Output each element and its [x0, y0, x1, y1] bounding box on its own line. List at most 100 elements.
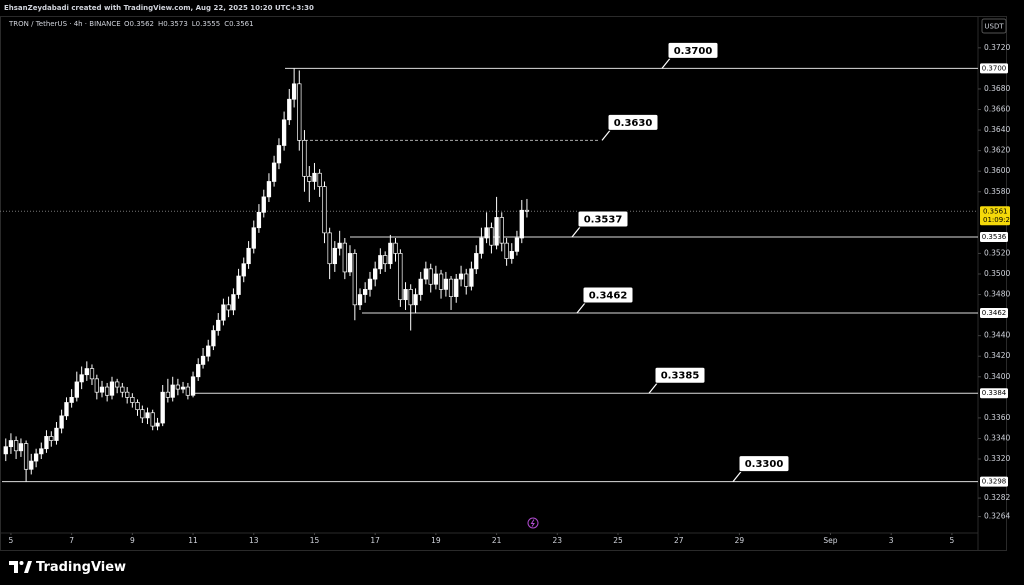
callout-leader [648, 382, 658, 394]
logo-mark [9, 561, 18, 573]
candle-body [276, 145, 282, 164]
candle-body [388, 242, 393, 265]
y-tick-label: 0.3480 [984, 290, 1010, 299]
level-price-label: 0.3384 [982, 389, 1007, 397]
callout-label: 0.3385 [661, 371, 700, 382]
candle-body [74, 381, 79, 398]
candle-body [180, 386, 186, 390]
brand: TradingView [36, 560, 126, 575]
x-tick-label: 25 [613, 536, 623, 545]
candle-body [69, 396, 74, 403]
x-tick-label: 21 [492, 536, 502, 545]
y-tick-label: 0.3400 [984, 372, 1010, 381]
candle-body [256, 211, 262, 229]
candle-body [216, 319, 221, 331]
candle-body [140, 409, 145, 419]
y-tick-label: 0.3520 [984, 248, 1010, 257]
event-bolt [530, 519, 535, 527]
candle-body [94, 378, 99, 393]
level-price-label: 0.3298 [982, 478, 1007, 486]
callout-box [607, 113, 659, 131]
candle-body [155, 422, 160, 427]
candle-body [251, 227, 256, 249]
x-tick-label: 29 [735, 536, 745, 545]
candle-body [125, 391, 130, 398]
last-price-label: 0.3561 [983, 207, 1008, 215]
callout-leader [576, 302, 586, 314]
chart-title: TRON / TetherUS · 4h · BINANCE [8, 20, 121, 28]
candle-body [115, 381, 120, 388]
countdown: 01:09:21 [983, 216, 1014, 224]
candle-body [504, 242, 509, 259]
candle-body [302, 140, 307, 177]
y-tick-label: 0.3440 [984, 331, 1010, 340]
level-price-label: 0.3536 [982, 233, 1007, 241]
candle-body [514, 237, 520, 252]
candle-body [185, 386, 191, 396]
candle-body [458, 273, 464, 280]
candle-body [13, 440, 19, 452]
candle-body [433, 273, 439, 285]
level-price-tag [980, 388, 1008, 399]
x-tick-label: 13 [249, 536, 259, 545]
candle-body [33, 453, 39, 462]
y-tick-label: 0.3500 [984, 269, 1010, 278]
x-tick-label: 23 [553, 536, 563, 545]
candle-body [120, 386, 125, 393]
ohlc-legend: O0.3562 H0.3573 L0.3555 C0.3561 [124, 20, 254, 28]
x-tick-label: 3 [889, 536, 894, 545]
candle-body [443, 278, 449, 290]
ohlc-value: L0.3555 [192, 20, 220, 28]
x-tick-label: 9 [130, 536, 135, 545]
candle-body [261, 196, 266, 213]
callout-box [577, 210, 629, 228]
frame [0, 16, 1007, 551]
callout-label: 0.3462 [589, 291, 628, 302]
candle-body [165, 391, 171, 398]
x-tick-label: 7 [69, 536, 74, 545]
candle-body [200, 355, 206, 365]
x-tick-label: 27 [674, 536, 684, 545]
x-tick-label: 19 [431, 536, 441, 545]
candle-body [378, 255, 383, 270]
candle-body [29, 460, 34, 470]
candle-body [266, 181, 272, 198]
candle-body [23, 443, 29, 470]
candle-body [357, 294, 363, 306]
currency-box [981, 18, 1007, 34]
candle-body [484, 227, 489, 239]
candle-body [18, 443, 24, 452]
candle-body [206, 345, 211, 357]
y-tick-label: 0.3360 [984, 413, 1010, 422]
candle-body [246, 247, 251, 265]
callout-leader [661, 58, 671, 69]
candle-body [49, 436, 54, 441]
credit: EhsanZeydabadi created with TradingView.… [4, 4, 314, 12]
candle-body [499, 217, 504, 244]
candle-body [464, 273, 469, 287]
candle-body [89, 368, 95, 380]
x-tick-label: Sep [823, 536, 837, 545]
y-tick-label: 0.3600 [984, 166, 1010, 175]
y-tick-label: 0.3340 [984, 433, 1010, 442]
callout-leader [601, 129, 611, 141]
candle-body [469, 268, 474, 287]
callout-leader [571, 226, 581, 238]
ohlc-value: O0.3562 [124, 20, 154, 28]
candle-body [190, 376, 196, 396]
y-tick-label: 0.3264 [984, 512, 1010, 521]
candle-body [363, 289, 368, 295]
level-price-tag [980, 63, 1008, 74]
y-tick-label: 0.3320 [984, 454, 1010, 463]
candle-body [322, 186, 327, 234]
candle-body [524, 209, 530, 212]
y-tick-label: 0.3282 [984, 493, 1010, 502]
candle-body [312, 172, 317, 182]
callout-leader [732, 471, 742, 483]
candle-body [509, 251, 514, 259]
callout-box [582, 286, 634, 304]
candle-body [307, 175, 312, 182]
candle-body [327, 232, 332, 265]
candle-body [231, 294, 236, 311]
